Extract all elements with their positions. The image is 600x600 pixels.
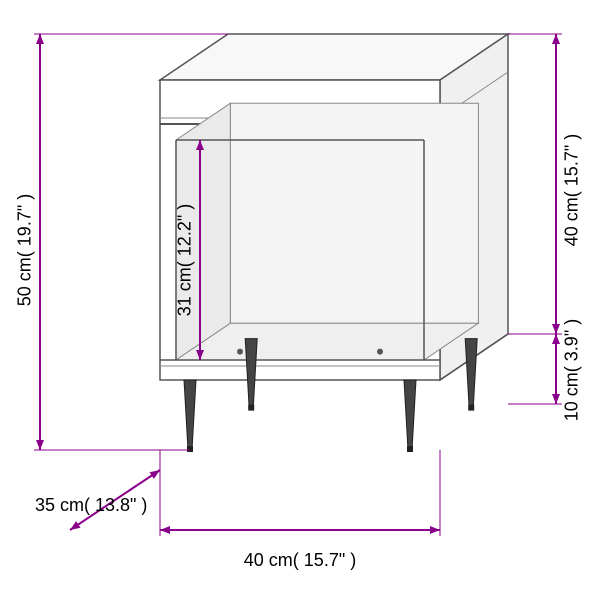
label-depth: 35 cm( 13.8" ) (35, 495, 147, 516)
label-width: 40 cm( 15.7" ) (244, 550, 356, 571)
label-body-height: 40 cm( 15.7" ) (562, 134, 583, 246)
label-inner-height: 31 cm( 12.2" ) (175, 204, 196, 316)
label-total-height: 50 cm( 19.7" ) (15, 194, 36, 306)
label-leg-height: 10 cm( 3.9" ) (562, 319, 583, 421)
